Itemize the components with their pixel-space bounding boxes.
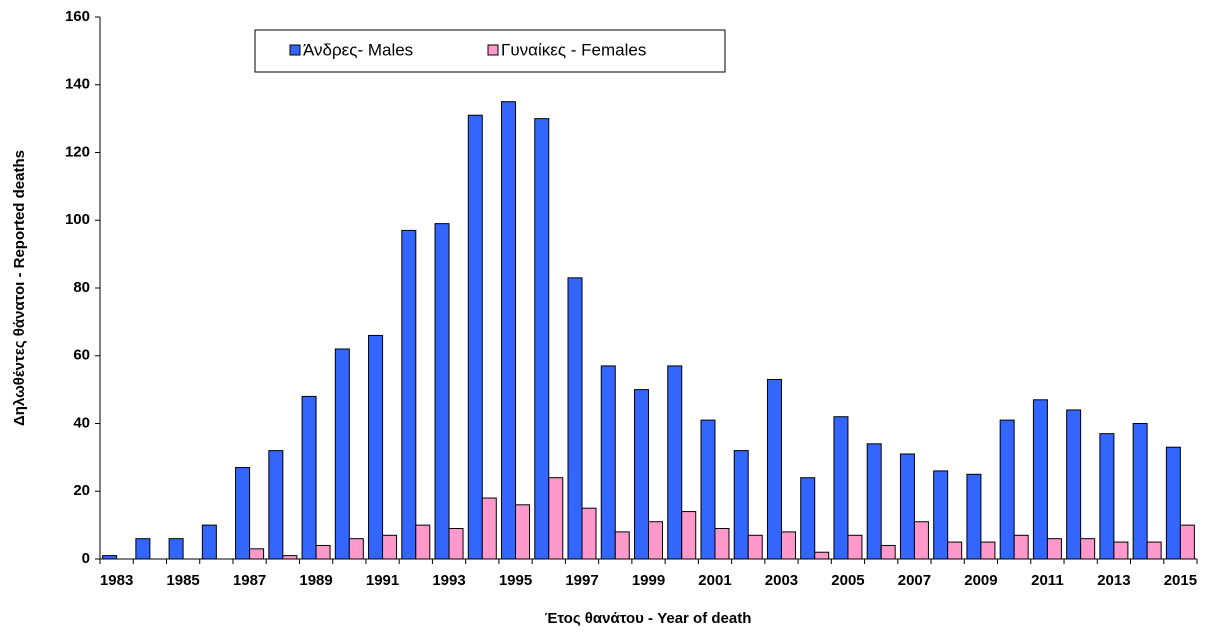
bar — [634, 389, 649, 560]
y-tick-label: 120 — [65, 143, 90, 160]
bar — [102, 555, 118, 560]
bar — [448, 528, 464, 560]
x-tick-label: 2005 — [831, 572, 864, 589]
x-tick-label: 2007 — [898, 572, 931, 589]
bar — [1179, 524, 1195, 560]
bar — [880, 544, 896, 560]
y-tick-label: 160 — [65, 8, 90, 25]
x-tick-label: 2009 — [964, 572, 997, 589]
bar — [681, 511, 697, 560]
legend-label: Άνδρες- Males — [303, 40, 413, 59]
bar — [401, 229, 417, 560]
x-tick-label: 2015 — [1164, 572, 1197, 589]
y-tick-label: 100 — [65, 211, 90, 228]
bar — [268, 450, 284, 560]
bar — [814, 551, 830, 560]
bar — [534, 118, 550, 560]
bar — [833, 416, 849, 560]
bar — [714, 528, 730, 560]
bar — [235, 467, 251, 560]
x-tick-label: 2013 — [1097, 572, 1130, 589]
x-tick-label: 2001 — [698, 572, 731, 589]
bar — [1066, 409, 1082, 560]
bar — [614, 531, 630, 560]
bar — [780, 531, 796, 560]
bar — [1146, 541, 1162, 560]
y-tick-label: 20 — [73, 482, 90, 499]
legend-label: Γυναίκες - Females — [501, 40, 646, 59]
y-tick-label: 80 — [73, 279, 90, 296]
bar — [382, 534, 398, 560]
bar — [249, 548, 265, 560]
bar — [348, 538, 364, 560]
x-tick-label: 1989 — [299, 572, 332, 589]
bar — [733, 450, 749, 560]
bar — [847, 534, 863, 560]
bar — [933, 470, 949, 560]
bar — [1113, 541, 1129, 560]
bar — [913, 521, 929, 560]
bar — [315, 544, 331, 560]
bar — [1032, 399, 1048, 560]
bar — [1013, 534, 1029, 560]
legend-swatch — [487, 44, 499, 56]
bar — [747, 534, 763, 560]
x-axis-title: Έτος θανάτου - Year of death — [545, 610, 752, 627]
bar — [415, 524, 431, 560]
bar — [866, 443, 882, 560]
legend-swatch — [289, 44, 301, 56]
bar — [980, 541, 996, 560]
bar — [548, 477, 564, 560]
bar — [700, 419, 716, 560]
bar — [947, 541, 963, 560]
bar — [766, 378, 782, 560]
y-tick-label: 0 — [82, 550, 90, 567]
bar — [966, 473, 982, 560]
x-tick-label: 2011 — [1031, 572, 1064, 589]
bar — [581, 507, 597, 560]
bar — [434, 223, 450, 560]
x-tick-label: 1995 — [499, 572, 532, 589]
x-tick-label: 1997 — [565, 572, 598, 589]
bar — [999, 419, 1015, 560]
y-tick-label: 40 — [73, 414, 90, 431]
y-tick-label: 140 — [65, 76, 90, 93]
bar — [648, 521, 663, 560]
bar — [1080, 538, 1096, 560]
bar — [600, 365, 616, 560]
bar — [168, 538, 184, 560]
bar — [301, 395, 317, 560]
y-tick-label: 60 — [73, 347, 90, 364]
bar — [501, 101, 517, 560]
bar — [282, 555, 298, 560]
bar — [1099, 433, 1115, 560]
bar — [567, 277, 583, 560]
bar — [667, 365, 683, 560]
bar — [201, 524, 217, 560]
bar — [467, 114, 483, 560]
x-tick-label: 2003 — [765, 572, 798, 589]
bar — [515, 504, 531, 560]
x-tick-label: 1985 — [166, 572, 199, 589]
y-axis-title: Δηλωθέντες θάνατοι - Reported deaths — [11, 150, 28, 426]
bar — [135, 538, 151, 560]
x-tick-label: 1993 — [432, 572, 465, 589]
x-tick-label: 1991 — [366, 572, 399, 589]
bar — [334, 348, 350, 560]
bar — [899, 453, 915, 560]
x-tick-label: 1987 — [233, 572, 266, 589]
x-tick-label: 1983 — [100, 572, 133, 589]
bar — [1132, 423, 1148, 560]
x-tick-label: 1999 — [632, 572, 665, 589]
bar — [368, 334, 384, 560]
bar — [800, 477, 816, 560]
bar — [1165, 446, 1181, 560]
bar — [1046, 538, 1062, 560]
bar — [481, 497, 497, 560]
